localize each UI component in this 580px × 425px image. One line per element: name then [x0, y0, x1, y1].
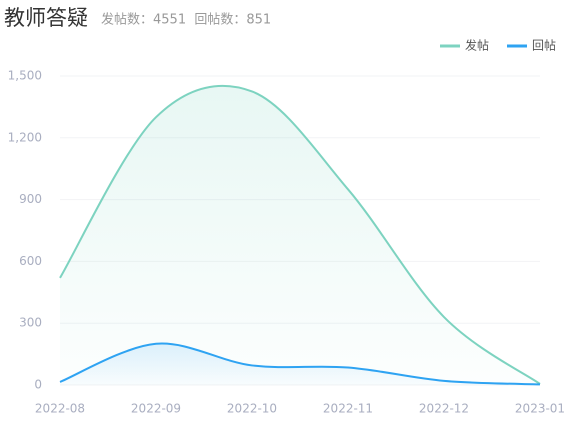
legend-label: 回帖	[532, 38, 556, 53]
line	[59, 342, 541, 386]
x-tick-label: 2023-01	[515, 402, 565, 416]
y-tick-label: 600	[19, 254, 42, 268]
subtitle: 发帖数：4551 回帖数：851	[101, 12, 271, 28]
area	[60, 85, 540, 386]
line	[59, 84, 541, 385]
x-tick-label: 2022-08	[35, 402, 85, 416]
x-tick-label: 2022-12	[419, 402, 469, 416]
page-title: 教师答疑	[4, 6, 88, 30]
y-tick-label: 0	[34, 378, 42, 392]
x-tick-label: 2022-10	[227, 402, 277, 416]
x-tick-label: 2022-11	[323, 402, 373, 416]
y-tick-label: 900	[19, 192, 42, 206]
area	[60, 343, 540, 385]
y-tick-label: 1,500	[8, 69, 42, 83]
x-tick-label: 2022-09	[131, 402, 181, 416]
legend-label: 发帖	[465, 38, 489, 53]
y-tick-label: 300	[19, 316, 42, 330]
y-tick-label: 1,200	[8, 130, 42, 144]
